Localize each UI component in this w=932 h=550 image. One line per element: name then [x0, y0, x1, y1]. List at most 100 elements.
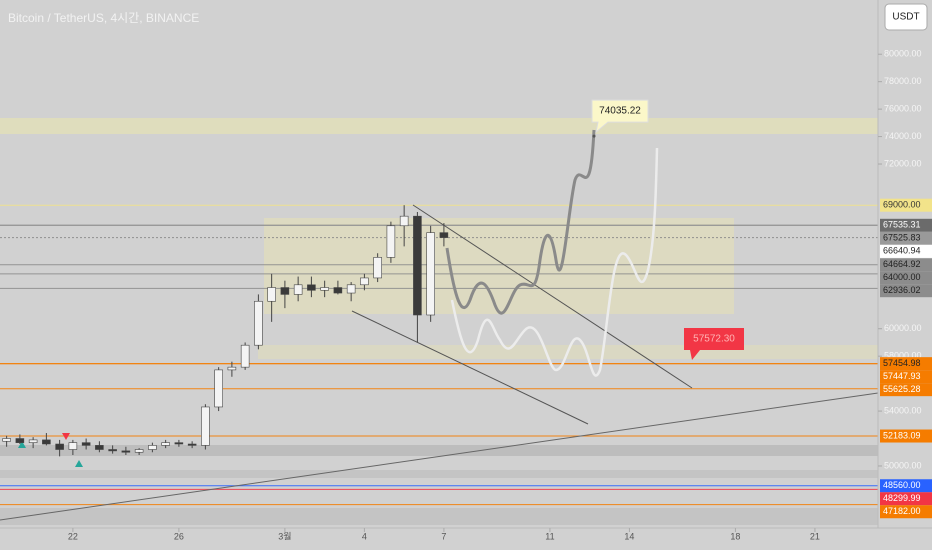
level-label: 55625.28	[883, 384, 921, 394]
level-label: 64000.00	[883, 272, 921, 282]
annotation-callout	[591, 99, 649, 134]
marker	[18, 441, 26, 448]
level-label: 66640.94	[883, 246, 921, 256]
x-tick-label: 22	[68, 531, 78, 541]
currency-label[interactable]: USDT	[892, 12, 919, 23]
candle-body	[201, 406, 210, 446]
candle-body	[28, 439, 38, 443]
candle-body	[108, 449, 117, 452]
y-tick-label: 76000.00	[884, 103, 922, 113]
x-tick-label: 7	[441, 531, 446, 541]
level-label: 67525.83	[883, 233, 921, 243]
level-label-bg	[880, 492, 932, 506]
y-tick-label: 60000.00	[884, 323, 922, 333]
x-tick-label: 21	[810, 531, 820, 541]
marker	[62, 433, 70, 440]
projection	[450, 147, 659, 377]
candle-body	[439, 232, 449, 238]
zone	[264, 218, 734, 314]
level-label: 47182.00	[883, 506, 921, 516]
annotation-point	[592, 134, 596, 138]
candle-body	[320, 287, 329, 291]
level-label: 52183.09	[883, 430, 921, 440]
candle-body	[15, 438, 25, 443]
candle-body	[399, 215, 409, 227]
candle-body	[254, 300, 263, 346]
candle-body	[42, 439, 51, 445]
marker	[75, 460, 83, 467]
zone	[0, 118, 878, 134]
candle-body	[240, 344, 250, 368]
candle-body	[174, 442, 184, 445]
candle-body	[68, 442, 78, 450]
level-label: 48299.99	[883, 493, 921, 503]
levels	[0, 204, 878, 506]
candle-body	[346, 284, 356, 294]
level-label: 69000.00	[883, 200, 921, 210]
band	[0, 508, 878, 525]
candle-body	[148, 445, 157, 450]
candle-body	[386, 225, 396, 258]
level-label: 57447.93	[883, 371, 921, 381]
level-label-bg	[880, 357, 932, 371]
candle-body	[187, 443, 197, 446]
candle-body	[333, 287, 343, 294]
band	[0, 445, 878, 456]
y-tick-label: 74000.00	[884, 131, 922, 141]
chart-title: Bitcoin / TetherUS, 4시간, BINANCE	[8, 11, 199, 25]
level-label-bg	[880, 218, 932, 232]
candle-body	[161, 442, 170, 446]
level-label-bg	[880, 383, 932, 397]
trend-line	[0, 392, 879, 521]
candle-body	[267, 287, 276, 302]
candle-body	[360, 277, 369, 286]
level-label-bg	[880, 244, 932, 258]
annotation-label: 74035.22	[599, 106, 641, 117]
level-label: 62936.02	[883, 285, 921, 295]
level-label-bg	[880, 258, 932, 272]
y-tick-label: 80000.00	[884, 49, 922, 59]
level-label-bg	[880, 370, 932, 384]
level-label: 67535.31	[883, 220, 921, 230]
currency-button[interactable]	[884, 3, 928, 31]
candles	[2, 205, 449, 457]
level-label-bg	[880, 284, 932, 298]
x-tick-label: 4	[362, 531, 367, 541]
y-tick-label: 50000.00	[884, 460, 922, 470]
candle-body	[2, 438, 11, 442]
candle-body	[293, 284, 303, 295]
y-tick-label: 58000.00	[884, 351, 922, 361]
trend-line	[351, 310, 589, 425]
x-tick-label: 3월	[278, 530, 291, 541]
level-label: 48560.00	[883, 480, 921, 490]
candle-body	[413, 215, 422, 316]
projection	[445, 129, 596, 315]
candle-body	[280, 287, 290, 295]
level-label: 64664.92	[883, 259, 921, 269]
y-tick-label: 78000.00	[884, 76, 922, 86]
y-tick-label: 54000.00	[884, 405, 922, 415]
red-callout	[684, 328, 744, 360]
candle-body	[373, 257, 382, 279]
x-tick-label: 18	[730, 531, 740, 541]
candle-body	[227, 366, 237, 371]
axis: 80000.00 78000.00 76000.00 74000.00 72000.00…	[68, 49, 932, 541]
x-tick-label: 14	[624, 531, 634, 541]
red-callout-label: 57572.30	[693, 334, 735, 345]
x-tick-label: 26	[174, 531, 184, 541]
level-label-bg	[880, 505, 932, 519]
trend-line	[412, 204, 693, 389]
level-label-bg	[880, 198, 932, 212]
y-tick-label: 72000.00	[884, 158, 922, 168]
candle-body	[95, 445, 104, 450]
candle-body	[81, 442, 91, 446]
level-label-bg	[880, 231, 932, 245]
candle-body	[55, 443, 64, 450]
candle-body	[426, 232, 435, 316]
candle-body	[214, 369, 223, 408]
level-label-bg	[880, 429, 932, 443]
candle-body	[121, 450, 131, 453]
level-label: 57454.98	[883, 358, 921, 368]
